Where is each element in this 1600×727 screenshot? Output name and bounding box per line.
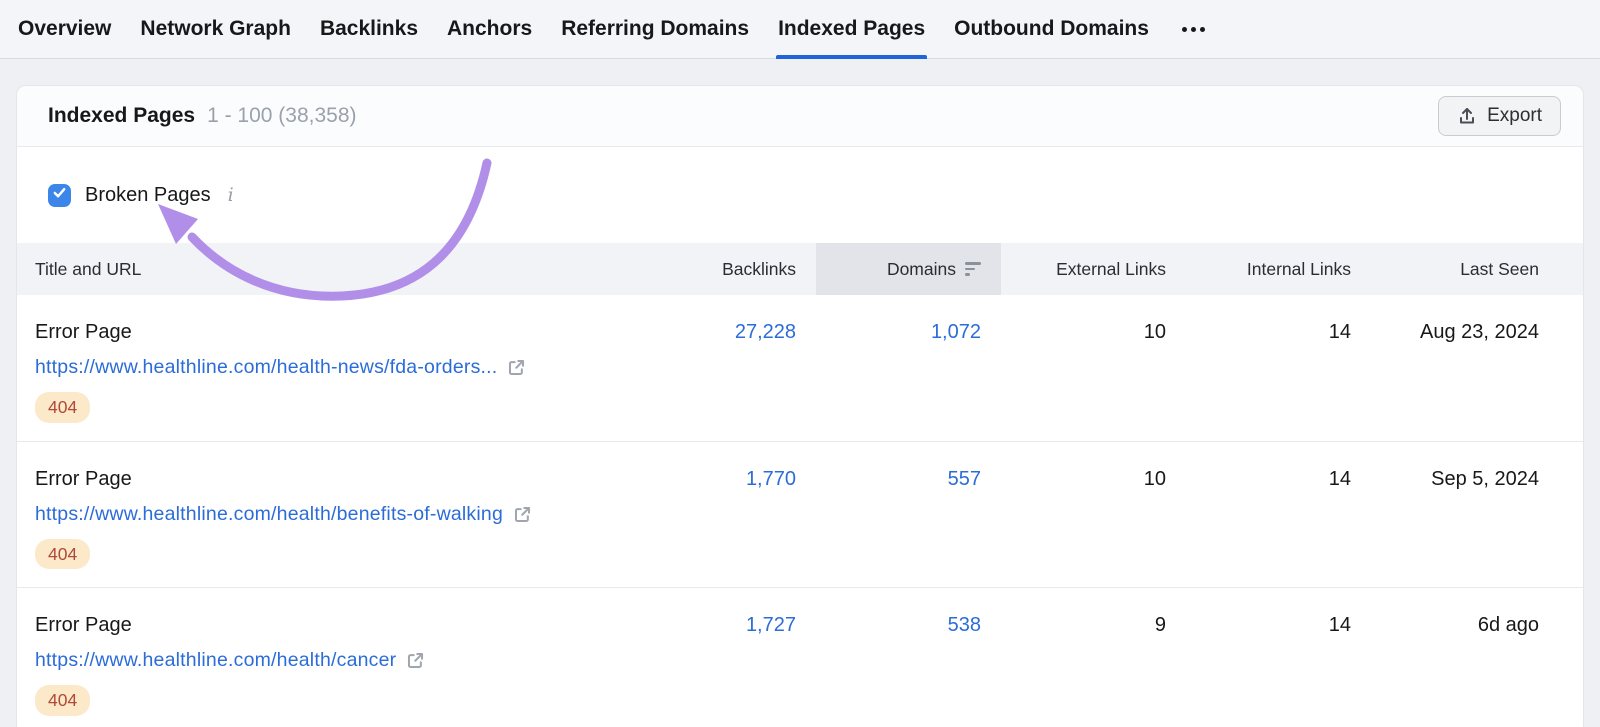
table-row: Error Page https://www.healthline.com/he… bbox=[17, 295, 1583, 442]
col-header-backlinks[interactable]: Backlinks bbox=[722, 258, 796, 279]
panel-header: Indexed Pages 1 - 100 (38,358) Export bbox=[17, 86, 1583, 147]
page-url-link[interactable]: https://www.healthline.com/health/benefi… bbox=[35, 502, 504, 525]
page-title: Error Page bbox=[35, 467, 132, 490]
col-header-external-links[interactable]: External Links bbox=[1056, 258, 1166, 279]
external-link-icon[interactable] bbox=[513, 505, 532, 524]
tab-referring-domains[interactable]: Referring Domains bbox=[561, 17, 750, 40]
backlinks-value[interactable]: 27,228 bbox=[734, 321, 796, 343]
indexed-pages-panel: Indexed Pages 1 - 100 (38,358) Export Br… bbox=[16, 85, 1584, 727]
broken-pages-label: Broken Pages bbox=[85, 183, 211, 206]
external-link-icon[interactable] bbox=[406, 651, 425, 670]
title-url-cell: Error Page https://www.healthline.com/he… bbox=[17, 319, 631, 423]
sort-descending-icon bbox=[965, 262, 981, 276]
ellipsis-icon[interactable] bbox=[1176, 0, 1211, 58]
backlinks-value[interactable]: 1,770 bbox=[745, 467, 796, 490]
checkmark-icon bbox=[52, 185, 67, 205]
title-url-cell: Error Page https://www.healthline.com/he… bbox=[17, 612, 631, 716]
tab-network-graph[interactable]: Network Graph bbox=[140, 17, 291, 40]
upload-icon bbox=[1457, 106, 1477, 126]
internal-links-value: 14 bbox=[1328, 467, 1351, 490]
internal-links-value: 14 bbox=[1328, 321, 1351, 343]
col-header-domains-label: Domains bbox=[886, 258, 956, 279]
broken-pages-checkbox[interactable] bbox=[48, 183, 71, 207]
export-label: Export bbox=[1487, 105, 1542, 126]
table-header-row: Title and URL Backlinks Domains External… bbox=[17, 243, 1583, 295]
domains-value[interactable]: 538 bbox=[947, 614, 981, 636]
page-title: Error Page bbox=[35, 614, 132, 636]
last-seen-value: Aug 23, 2024 bbox=[1420, 321, 1539, 343]
page-title: Error Page bbox=[35, 321, 132, 343]
status-badge: 404 bbox=[35, 685, 91, 716]
filter-row: Broken Pages i bbox=[17, 147, 1583, 243]
col-header-domains[interactable]: Domains bbox=[816, 243, 1001, 295]
external-links-value: 10 bbox=[1143, 321, 1166, 343]
col-header-title-url[interactable]: Title and URL bbox=[35, 258, 142, 279]
col-header-last-seen[interactable]: Last Seen bbox=[1460, 258, 1539, 279]
title-url-cell: Error Page https://www.healthline.com/he… bbox=[17, 466, 631, 569]
tab-indexed-pages[interactable]: Indexed Pages bbox=[776, 0, 928, 59]
table-row: Error Page https://www.healthline.com/he… bbox=[17, 441, 1583, 588]
tab-outbound-domains[interactable]: Outbound Domains bbox=[954, 17, 1149, 40]
external-links-value: 9 bbox=[1154, 614, 1166, 636]
external-links-value: 10 bbox=[1143, 467, 1166, 490]
table-row: Error Page https://www.healthline.com/he… bbox=[17, 588, 1583, 727]
page-url-link[interactable]: https://www.healthline.com/health-news/f… bbox=[35, 356, 498, 378]
backlinks-value[interactable]: 1,727 bbox=[745, 614, 796, 636]
status-badge: 404 bbox=[35, 392, 91, 423]
info-icon[interactable]: i bbox=[227, 184, 234, 206]
internal-links-value: 14 bbox=[1328, 614, 1351, 636]
domains-value[interactable]: 1,072 bbox=[930, 321, 981, 343]
col-header-internal-links[interactable]: Internal Links bbox=[1246, 258, 1351, 279]
tab-overview[interactable]: Overview bbox=[18, 17, 112, 40]
last-seen-value: Sep 5, 2024 bbox=[1431, 467, 1539, 490]
tab-backlinks[interactable]: Backlinks bbox=[319, 17, 418, 40]
external-link-icon[interactable] bbox=[507, 358, 526, 377]
last-seen-value: 6d ago bbox=[1477, 614, 1539, 636]
status-badge: 404 bbox=[35, 538, 91, 569]
domains-value[interactable]: 557 bbox=[947, 467, 981, 490]
page-url-link[interactable]: https://www.healthline.com/health/cancer bbox=[35, 649, 397, 671]
panel-title: Indexed Pages bbox=[48, 104, 196, 127]
export-button[interactable]: Export bbox=[1438, 96, 1561, 136]
tab-anchors[interactable]: Anchors bbox=[447, 17, 533, 40]
report-tab-bar: Overview Network Graph Backlinks Anchors… bbox=[0, 0, 1600, 59]
result-range: 1 - 100 (38,358) bbox=[207, 104, 357, 127]
